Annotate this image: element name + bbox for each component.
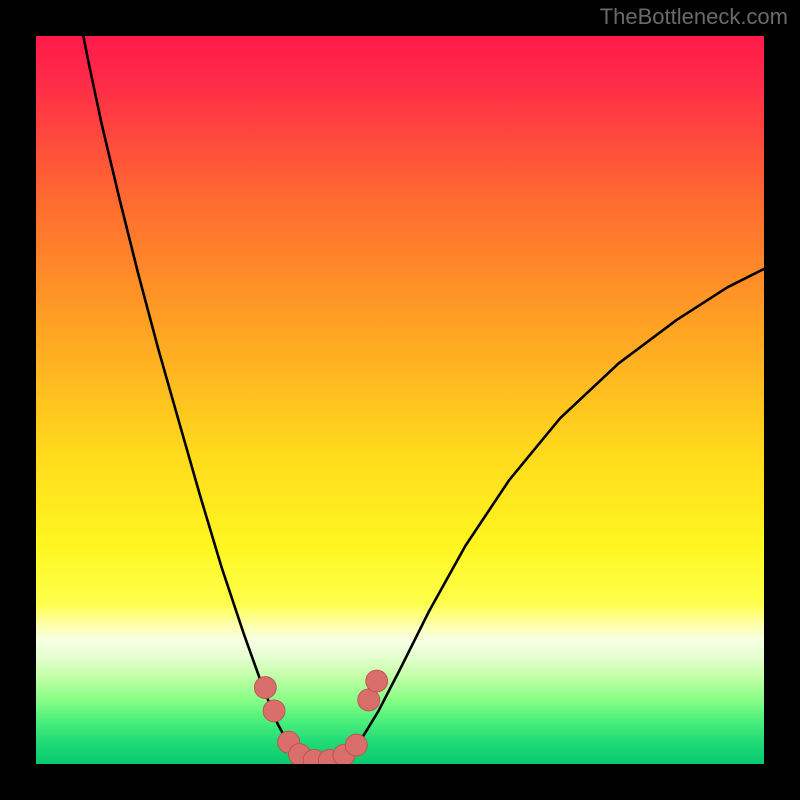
curve-marker	[254, 677, 276, 699]
figure-root: TheBottleneck.com	[0, 0, 800, 800]
plot-area	[36, 36, 764, 764]
gradient-background	[36, 36, 764, 764]
curve-marker	[345, 734, 367, 756]
curve-marker	[366, 670, 388, 692]
chart-svg	[36, 36, 764, 764]
watermark-text: TheBottleneck.com	[600, 4, 788, 30]
curve-marker	[263, 700, 285, 722]
